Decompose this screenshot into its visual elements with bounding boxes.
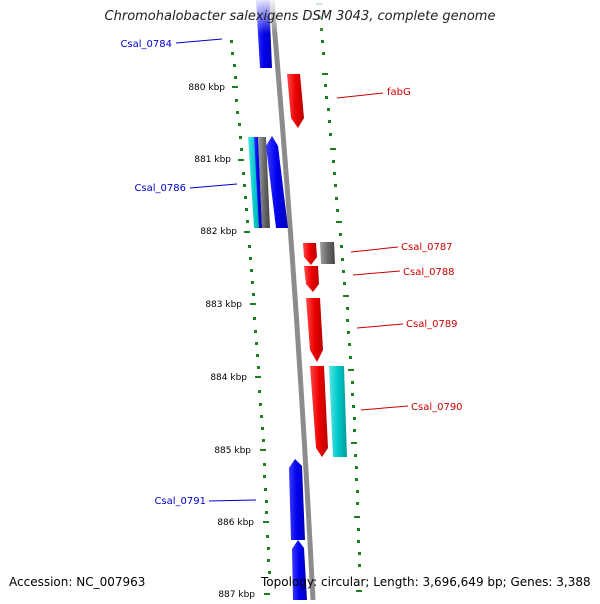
label-leaders	[175, 38, 409, 502]
leader-Csal_0788	[352, 270, 401, 276]
gene-Csal_0787[interactable]	[303, 242, 335, 265]
topology-caption: Topology: circular; Length: 3,696,649 bp…	[261, 575, 591, 589]
gene-label-Csal_0786[interactable]: Csal_0786	[134, 183, 186, 194]
gene-label-Csal_0788[interactable]: Csal_0788	[403, 267, 455, 278]
gene-label-Csal_0787[interactable]: Csal_0787	[401, 242, 453, 253]
genome-backbone	[269, 0, 316, 601]
right-tick-ring	[316, 3, 362, 592]
ruler-label: 885 kbp	[214, 446, 251, 456]
gene-label-Csal_0791[interactable]: Csal_0791	[154, 496, 206, 507]
gene-Csal_0792[interactable]	[292, 540, 307, 600]
ruler-label: 887 kbp	[218, 590, 255, 600]
gene-Csal_0791[interactable]	[289, 459, 305, 540]
leader-Csal_0786	[189, 183, 238, 189]
gene-Csal_0788[interactable]	[304, 266, 319, 292]
leader-Csal_0790	[360, 405, 409, 411]
gene-label-Csal_0790[interactable]: Csal_0790	[411, 402, 463, 413]
gene-Csal_0790[interactable]	[310, 366, 347, 457]
ruler-label: 880 kbp	[188, 83, 225, 93]
ruler-label: 884 kbp	[210, 373, 247, 383]
leader-fabG	[336, 92, 384, 99]
gene-label-fabG[interactable]: fabG	[387, 87, 411, 98]
gene-Csal_0786[interactable]	[248, 137, 270, 228]
ruler-label: 881 kbp	[194, 155, 231, 165]
accession-caption: Accession: NC_007963	[9, 575, 146, 589]
ruler-label: 883 kbp	[205, 300, 242, 310]
map-title: Chromohalobacter salexigens DSM 3043, co…	[104, 9, 496, 24]
left-tick-ring	[230, 40, 271, 595]
top-fade	[0, 0, 600, 34]
gene-labels: Csal_0784 fabG Csal_0786 Csal_0787 Csal_…	[120, 39, 462, 507]
gene-label-Csal_0784[interactable]: Csal_0784	[120, 39, 172, 50]
leader-Csal_0791	[208, 499, 257, 502]
gene-Csal_0786-b[interactable]	[266, 136, 288, 228]
leader-Csal_0787	[350, 246, 399, 253]
leader-Csal_0789	[356, 323, 404, 329]
leader-Csal_0784	[175, 38, 223, 44]
ruler-label: 886 kbp	[217, 518, 254, 528]
ruler-label: 882 kbp	[200, 227, 237, 237]
gene-Csal_0789[interactable]	[306, 298, 323, 362]
gene-fabG[interactable]	[287, 74, 304, 128]
gene-label-Csal_0789[interactable]: Csal_0789	[406, 319, 458, 330]
ruler-labels: 880 kbp 881 kbp 882 kbp 883 kbp 884 kbp …	[188, 83, 255, 600]
